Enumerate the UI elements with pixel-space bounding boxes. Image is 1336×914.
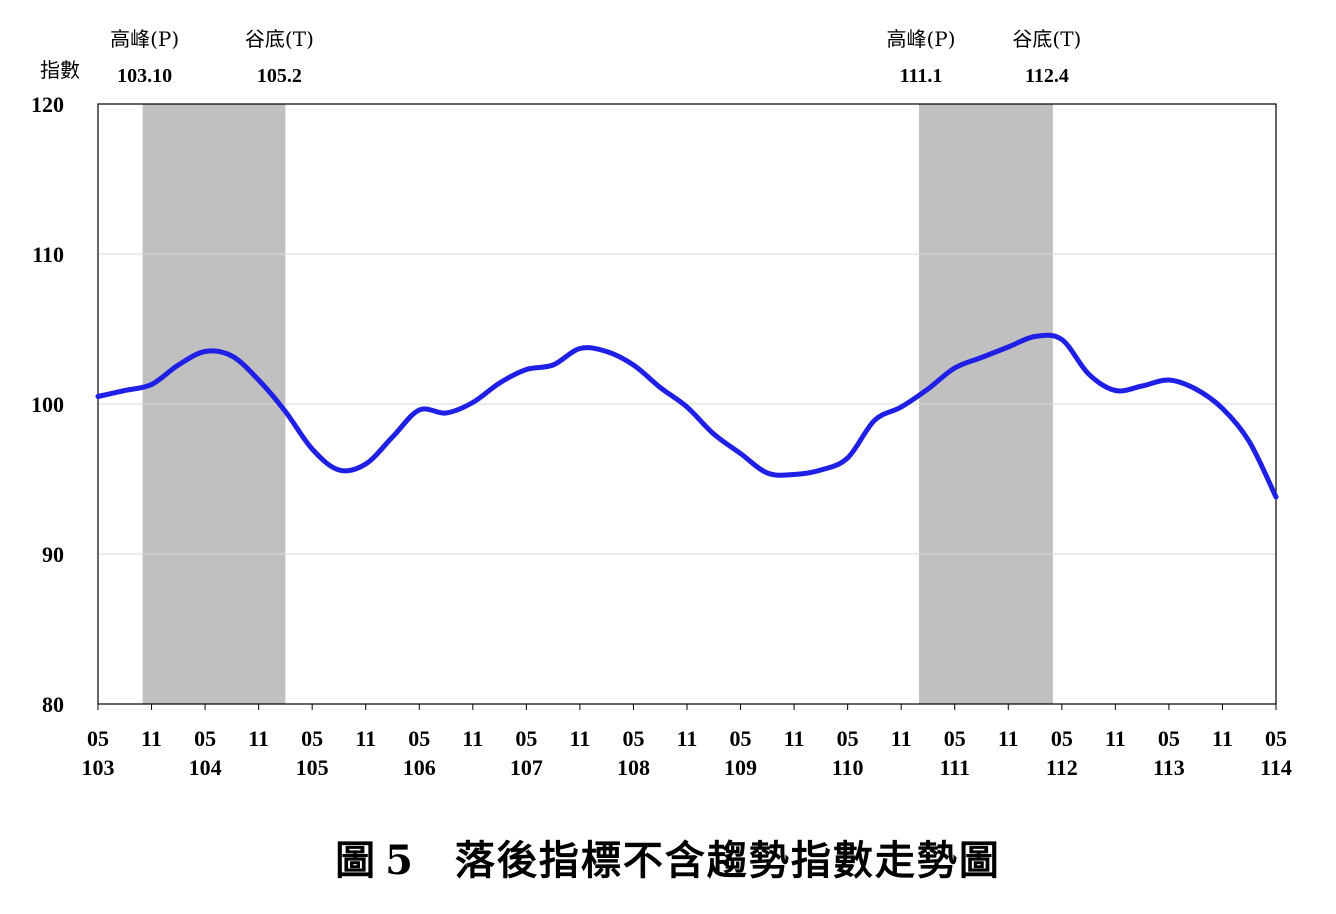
peak-label: 高峰(P) [886,27,955,51]
x-tick-month: 11 [462,726,483,751]
x-tick-year: 113 [1153,755,1185,780]
figure-label: 圖 [335,837,378,884]
x-tick-month: 05 [515,726,537,751]
x-tick-year: 104 [189,755,222,780]
y-tick-label: 80 [42,692,64,717]
x-tick-month: 05 [408,726,430,751]
figure-number: 5 [385,837,415,884]
series [95,332,1279,500]
chart: 80 90 100 110 120 05 103 11 05 104 11 05 105 11 05 106… [31,27,1292,780]
x-tick-year: 111 [939,755,970,780]
figure-title: 落後指標不含趨勢指數走勢圖 [454,837,1001,884]
x-tick-month: 05 [622,726,644,751]
x-tick-year: 103 [82,755,115,780]
x-tick-month: 05 [301,726,323,751]
figure-caption: 圖 5 落後指標不含趨勢指數走勢圖 [0,828,1336,886]
x-tick-year: 110 [832,755,864,780]
x-tick-year: 106 [403,755,436,780]
x-tick-month: 05 [1158,726,1180,751]
x-tick-labels: 05 103 11 05 104 11 05 105 11 05 106 11 05 107 11 05 108… [82,726,1292,780]
x-tick-year: 105 [296,755,329,780]
x-tick-month: 11 [677,726,698,751]
y-tick-label: 120 [31,92,64,117]
x-tick-month: 11 [570,726,591,751]
x-tick-year: 114 [1260,755,1292,780]
x-tick-month: 05 [730,726,752,751]
x-tick-year: 109 [724,755,757,780]
x-tick-month: 11 [891,726,912,751]
x-tick-month: 11 [1212,726,1233,751]
y-tick-label: 110 [32,242,64,267]
series-line [95,332,1279,500]
turning-point-annotations: 高峰(P) 103.10 谷底(T) 105.2 高峰(P) 111.1 谷底(T) 112.… [110,27,1081,87]
x-tick-month: 11 [355,726,376,751]
x-tick-month: 05 [194,726,216,751]
axes [97,103,1277,710]
peak-label: 高峰(P) [110,27,179,51]
x-tick-month: 05 [1051,726,1073,751]
y-tick-labels: 80 90 100 110 120 [31,92,64,717]
x-tick-month: 05 [837,726,859,751]
x-tick-month: 11 [248,726,269,751]
y-tick-label: 100 [31,392,64,417]
x-tick-month: 11 [1105,726,1126,751]
x-tick-month: 11 [141,726,162,751]
trough-label: 谷底(T) [245,27,314,51]
x-tick-month: 11 [998,726,1019,751]
x-tick-year: 108 [617,755,650,780]
x-tick-month: 05 [944,726,966,751]
x-tick-month: 05 [87,726,109,751]
trough-date: 105.2 [257,65,302,87]
peak-date: 103.10 [117,65,172,87]
peak-date: 111.1 [900,65,943,87]
x-tick-month: 05 [1265,726,1287,751]
trough-date: 112.4 [1025,65,1069,87]
y-axis-label: 指數 [40,58,80,82]
trough-label: 谷底(T) [1012,27,1081,51]
y-tick-label: 90 [42,542,64,567]
x-tick-year: 107 [510,755,543,780]
x-tick-month: 11 [784,726,805,751]
x-tick-year: 112 [1046,755,1078,780]
